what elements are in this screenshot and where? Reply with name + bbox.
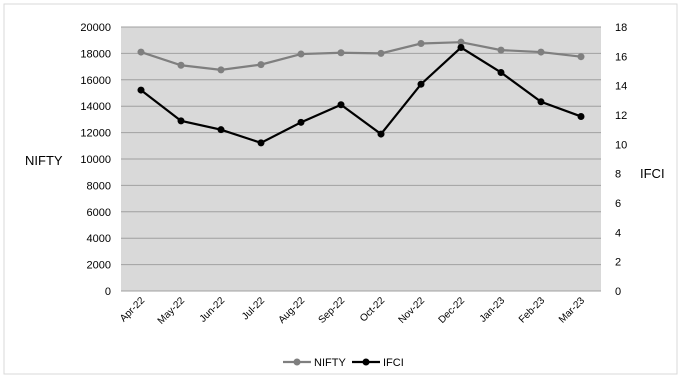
data-point: [297, 50, 305, 58]
data-point: [257, 139, 265, 147]
data-point: [497, 46, 505, 54]
right-tick-label: 10: [615, 139, 627, 151]
data-point: [217, 126, 225, 134]
right-tick-label: 0: [615, 286, 621, 298]
series-line: [140, 46, 582, 145]
data-point: [457, 38, 465, 46]
legend-item: IFCI: [352, 357, 404, 369]
data-point: [217, 66, 225, 74]
data-point: [337, 49, 345, 57]
left-tick-label: 20000: [80, 22, 111, 34]
series-layer: [137, 38, 585, 147]
right-axis-ticks: 0 2 4 6 8 10 12 14 16 18: [615, 22, 627, 298]
right-tick-label: 14: [615, 81, 627, 93]
left-axis-label: NIFTY: [25, 153, 63, 168]
data-point: [377, 49, 385, 57]
right-tick-label: 6: [615, 198, 621, 210]
series-line: [140, 41, 582, 72]
legend-label: NIFTY: [314, 357, 346, 369]
data-point: [337, 101, 345, 109]
data-point: [497, 68, 505, 76]
right-tick-label: 12: [615, 110, 627, 122]
left-tick-label: 14000: [80, 101, 111, 113]
data-point: [577, 53, 585, 61]
data-point: [377, 130, 385, 138]
right-tick-label: 4: [615, 227, 621, 239]
legend-item: NIFTY: [283, 357, 346, 369]
series-nifty: [137, 38, 585, 74]
left-tick-label: 8000: [87, 180, 111, 192]
left-tick-label: 6000: [87, 207, 111, 219]
left-tick-label: 16000: [80, 75, 111, 87]
left-tick-label: 4000: [87, 233, 111, 245]
data-point: [177, 117, 185, 125]
data-point: [177, 61, 185, 69]
data-point: [257, 61, 265, 69]
data-point: [417, 80, 425, 88]
left-axis-ticks: 0 2000 4000 6000 8000 10000 12000 14000 16000 180…: [80, 22, 111, 298]
data-point: [537, 98, 545, 106]
left-tick-label: 2000: [87, 260, 111, 272]
legend-marker: [293, 358, 301, 366]
data-point: [137, 86, 145, 94]
left-tick-label: 12000: [80, 128, 111, 140]
right-axis-label: IFCI: [640, 166, 665, 181]
data-point: [297, 118, 305, 126]
data-point: [457, 44, 465, 52]
left-tick-label: 18000: [80, 48, 111, 60]
data-point: [417, 40, 425, 47]
left-tick-label: 0: [105, 286, 111, 298]
right-tick-label: 16: [615, 51, 627, 63]
data-point: [537, 48, 545, 56]
gridlines: [121, 26, 601, 292]
legend-label: IFCI: [383, 357, 404, 369]
left-tick-label: 10000: [80, 154, 111, 166]
legend-marker: [362, 358, 370, 366]
series-ifci: [137, 44, 585, 147]
right-tick-label: 8: [615, 169, 621, 181]
right-tick-label: 18: [615, 22, 627, 34]
data-point: [577, 112, 585, 120]
legend: NIFTY IFCI: [283, 357, 404, 369]
right-tick-label: 2: [615, 257, 621, 269]
data-point: [137, 48, 145, 56]
